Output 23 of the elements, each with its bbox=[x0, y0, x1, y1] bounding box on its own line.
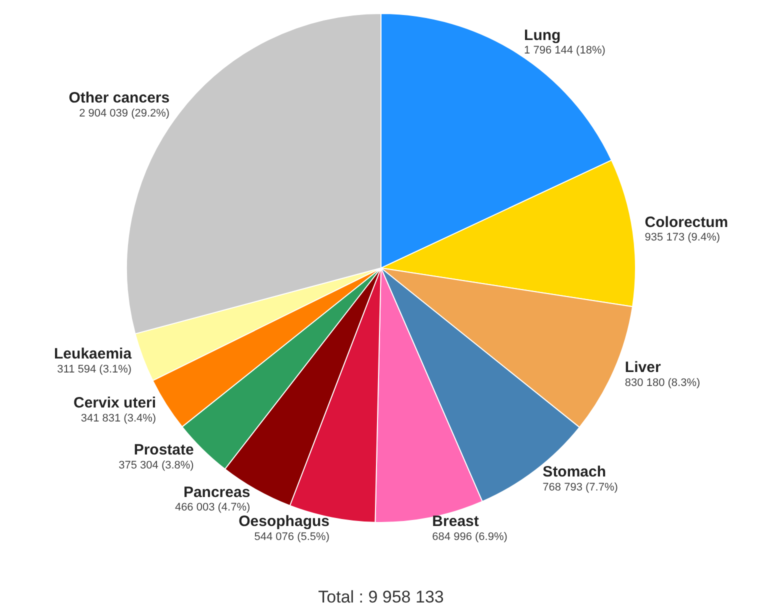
slice-label: Pancreas bbox=[183, 484, 250, 501]
slice-label: Breast bbox=[432, 513, 479, 530]
data-label: 341 831 (3.4%) bbox=[80, 412, 156, 424]
data-label: 768 793 (7.7%) bbox=[542, 481, 618, 494]
data-label: 935 173 (9.4%) bbox=[644, 232, 720, 244]
slice-label: Other cancers bbox=[68, 89, 170, 106]
data-label: 684 996 (6.9%) bbox=[432, 531, 508, 544]
data-label: 2 904 039 (29.2%) bbox=[79, 107, 170, 120]
data-label: 544 076 (5.5%) bbox=[254, 531, 330, 544]
data-label: 1 796 144 (18%) bbox=[524, 44, 606, 57]
data-label: 375 304 (3.8%) bbox=[118, 459, 194, 472]
slice-label: Liver bbox=[624, 358, 661, 376]
slice-label: Oesophagus bbox=[238, 513, 330, 530]
slice-label: Stomach bbox=[542, 463, 606, 480]
slice-label: Lung bbox=[524, 26, 561, 44]
slice-label: Prostate bbox=[134, 441, 194, 458]
data-label: 466 003 (4.7%) bbox=[174, 502, 250, 514]
slice-label: Cervix uteri bbox=[74, 394, 156, 412]
data-label: 311 594 (3.1%) bbox=[57, 363, 132, 376]
slice-label: Leukaemia bbox=[54, 345, 132, 362]
data-label: 830 180 (8.3%) bbox=[624, 376, 700, 389]
slice-label: Colorectum bbox=[644, 214, 728, 231]
text: Total : 9 958 133 bbox=[318, 588, 444, 607]
